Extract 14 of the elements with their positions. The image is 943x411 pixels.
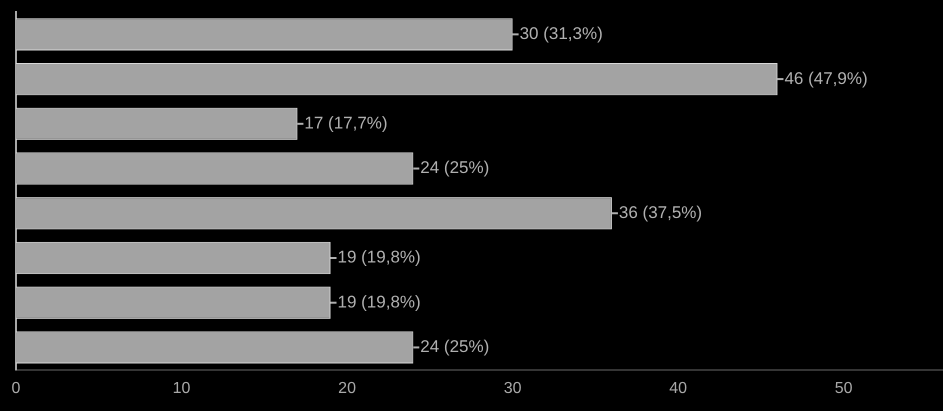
- data-label: 24 (25%): [420, 337, 490, 356]
- data-label: 24 (25%): [420, 158, 490, 178]
- x-tick-label: 20: [338, 380, 356, 397]
- data-label: 36 (37,5%): [618, 202, 702, 222]
- data-label: 46 (47,9%): [784, 68, 868, 88]
- x-tick-label: 0: [12, 380, 21, 397]
- data-label: 19 (19,8%): [338, 248, 421, 267]
- x-tick-label: 30: [504, 380, 522, 397]
- x-tick-label: 50: [834, 380, 853, 397]
- x-tick-label: 40: [669, 380, 688, 397]
- data-label: 17 (17,7%): [304, 114, 388, 132]
- data-label: 19 (19,8%): [338, 292, 421, 312]
- x-tick-label: 10: [172, 380, 191, 397]
- data-label: 30 (31,3%): [520, 24, 603, 44]
